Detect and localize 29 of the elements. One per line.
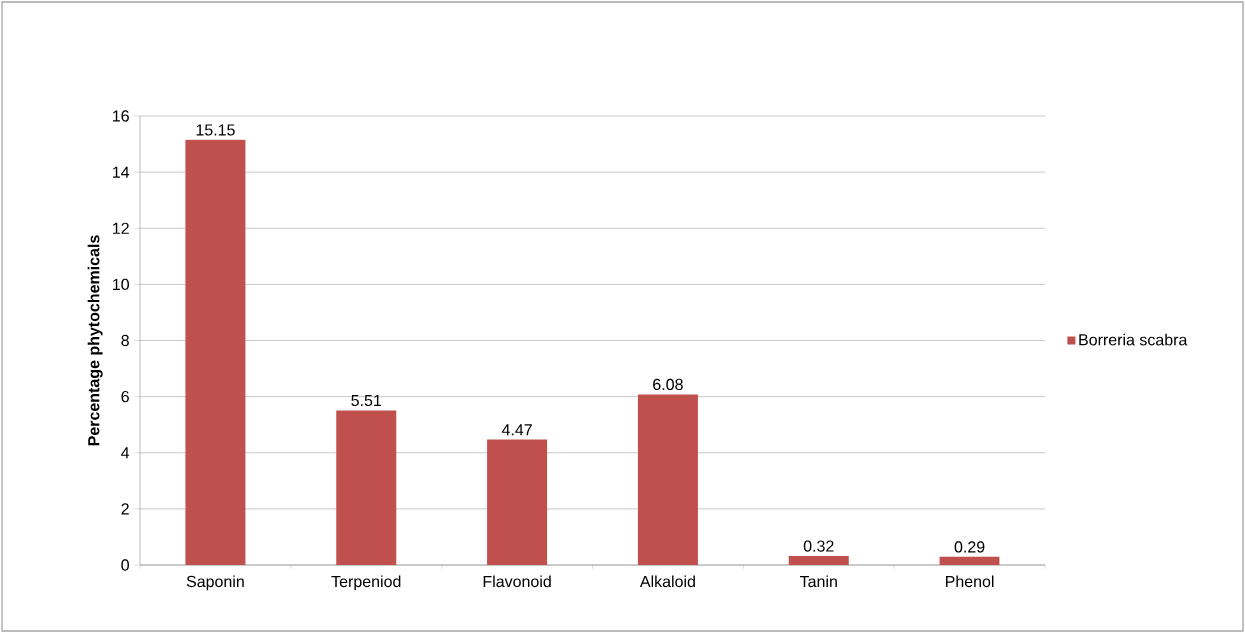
x-tick-label: Tanin xyxy=(799,575,837,588)
x-tick-label: Saponin xyxy=(186,575,244,591)
y-tick-label: 8 xyxy=(121,334,129,347)
bar xyxy=(185,139,246,565)
x-tick-label: Terpeniod xyxy=(331,575,401,591)
x-tick-label: Phenol xyxy=(945,575,994,588)
data-label: 4.47 xyxy=(501,424,532,436)
x-tick-label: Alkaloid xyxy=(639,575,695,588)
y-tick-label: 0 xyxy=(121,559,129,571)
data-label: 0.32 xyxy=(803,540,834,552)
bar xyxy=(788,556,849,565)
bar xyxy=(637,394,698,565)
y-tick-label: 10 xyxy=(113,278,129,291)
data-label: 5.51 xyxy=(351,394,382,407)
bar xyxy=(939,556,1000,565)
y-tick-label: 12 xyxy=(113,222,129,234)
legend-label: Borreria scabra xyxy=(1079,333,1188,346)
y-tick-label: 14 xyxy=(113,166,130,178)
y-tick-label: 6 xyxy=(121,390,129,403)
y-axis-title: Percentage phytochemicals xyxy=(87,235,103,446)
data-label: 0.29 xyxy=(954,541,985,553)
x-tick-label: Flavonoid xyxy=(483,575,551,588)
y-tick-label: 16 xyxy=(113,110,129,122)
data-label: 15.15 xyxy=(196,124,235,136)
bar xyxy=(487,439,548,565)
data-label: 6.08 xyxy=(653,378,683,391)
y-tick-label: 4 xyxy=(121,447,130,459)
y-tick-label: 2 xyxy=(121,503,129,515)
bar xyxy=(336,410,397,565)
